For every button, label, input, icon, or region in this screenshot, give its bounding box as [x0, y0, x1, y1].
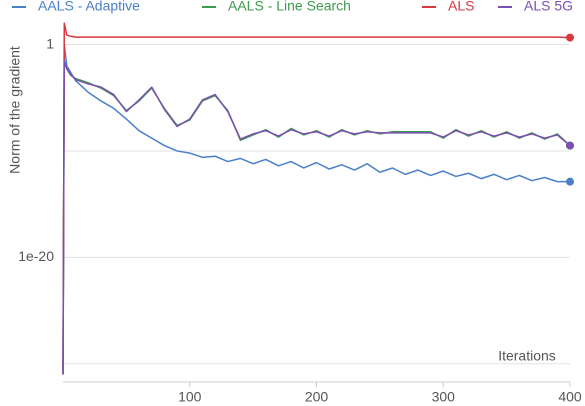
end-marker	[566, 177, 574, 186]
legend-label: ALS	[448, 0, 474, 14]
x-tick-label: 100	[178, 389, 202, 405]
series-line	[62, 22, 571, 375]
series-line	[62, 43, 570, 375]
y-tick-label: 1e-20	[18, 248, 54, 264]
end-marker	[566, 33, 574, 42]
y-axis-label: Norm of the gradient	[7, 46, 23, 174]
series-line	[62, 60, 571, 375]
x-axis-label: Iterations	[498, 348, 556, 364]
x-tick-label: 400	[558, 389, 582, 405]
series-line	[62, 61, 571, 375]
legend-label: ALS 5G	[524, 0, 573, 14]
x-tick-label: 300	[432, 389, 456, 405]
x-tick-label: 200	[305, 389, 329, 405]
y-tick-label: 1	[46, 35, 54, 51]
legend-label: AALS - Line Search	[228, 0, 351, 14]
end-marker	[566, 141, 574, 150]
legend-label: AALS - Adaptive	[38, 0, 140, 14]
